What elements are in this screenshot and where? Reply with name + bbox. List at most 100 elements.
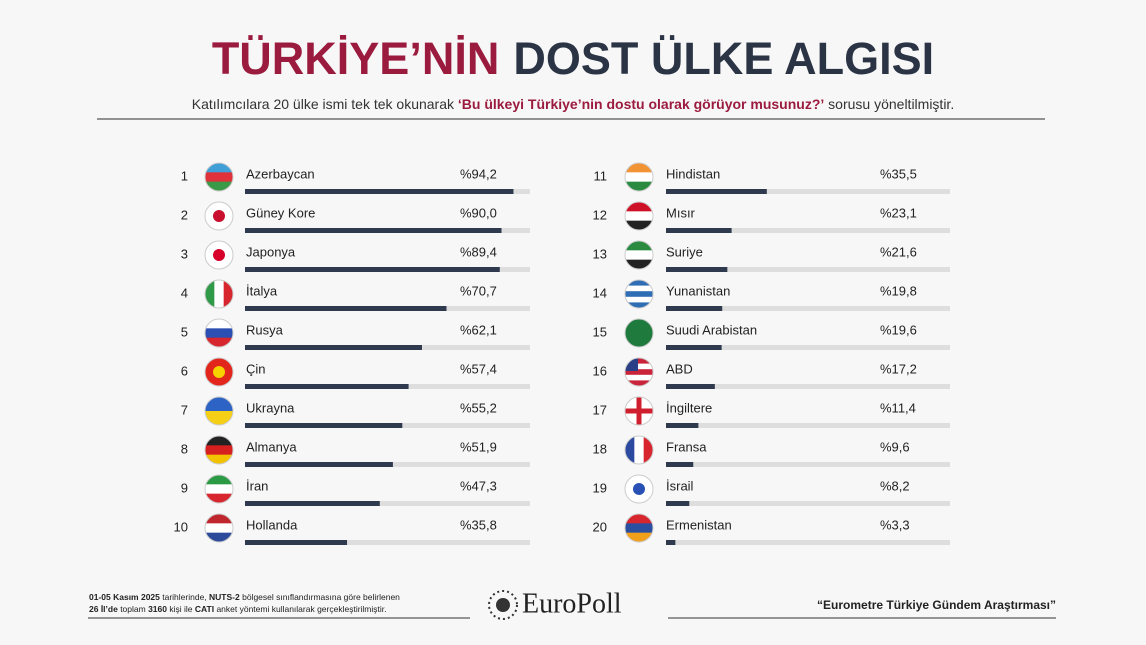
value-label: %23,1 bbox=[880, 205, 917, 220]
row: 1 Azerbaycan %94,2 bbox=[181, 162, 530, 194]
bar bbox=[666, 189, 767, 194]
value-label: %17,2 bbox=[880, 361, 917, 376]
bar-track bbox=[666, 501, 950, 506]
bar bbox=[666, 228, 732, 233]
flag-stripe bbox=[205, 484, 233, 495]
category-label: Mısır bbox=[666, 205, 696, 220]
flag-stripe bbox=[205, 163, 233, 173]
row: 4 İtalya %70,7 bbox=[181, 279, 530, 311]
flag-stripe bbox=[205, 436, 233, 446]
flag-ring bbox=[624, 318, 654, 348]
bar bbox=[245, 306, 447, 311]
subtitle-part: Katılımcılara 20 ülke ismi tek tek okuna… bbox=[192, 96, 458, 112]
footer-note-part: CATI bbox=[195, 604, 214, 614]
flag-stripe bbox=[205, 319, 233, 329]
value-label: %94,2 bbox=[460, 166, 497, 181]
flag-stripe bbox=[625, 380, 653, 386]
bar bbox=[245, 501, 380, 506]
rank: 17 bbox=[593, 402, 607, 417]
flag-stripe bbox=[625, 302, 653, 308]
footer-note-part: NUTS-2 bbox=[209, 592, 240, 602]
flag-stripe bbox=[643, 436, 653, 464]
flag-stripe bbox=[205, 445, 233, 456]
flag-emblem bbox=[633, 483, 645, 495]
flag-ring bbox=[204, 396, 234, 426]
title-part: DOST ÜLKE ALGISI bbox=[513, 33, 934, 84]
category-label: Hindistan bbox=[666, 166, 720, 181]
flag-ring bbox=[204, 513, 234, 543]
flag-ring bbox=[204, 240, 234, 270]
row: 18 Fransa %9,6 bbox=[593, 435, 950, 467]
flag-stripe bbox=[205, 337, 233, 347]
logo-icon bbox=[496, 598, 510, 612]
flag-stripe bbox=[625, 363, 653, 370]
flag-stripe bbox=[205, 454, 233, 464]
flag-stripe bbox=[205, 493, 233, 503]
flag-ring bbox=[624, 396, 654, 426]
footer-note-part: 01-05 Kasım 2025 bbox=[89, 592, 160, 602]
flag-ring bbox=[624, 513, 654, 543]
bar-track bbox=[245, 501, 530, 506]
value-label: %57,4 bbox=[460, 361, 497, 376]
flag bbox=[205, 514, 233, 542]
bar bbox=[666, 462, 694, 467]
flag-stripe bbox=[205, 397, 233, 412]
flag bbox=[205, 241, 233, 269]
row: 13 Suriye %21,6 bbox=[593, 240, 950, 272]
flag-stripe bbox=[625, 241, 653, 251]
bar bbox=[245, 384, 409, 389]
flag-ring bbox=[624, 474, 654, 504]
row: 5 Rusya %62,1 bbox=[181, 318, 530, 350]
bar-track bbox=[666, 423, 950, 428]
flag-ring bbox=[624, 240, 654, 270]
value-label: %89,4 bbox=[460, 244, 497, 259]
flag-emblem bbox=[213, 210, 225, 222]
rank: 5 bbox=[181, 324, 188, 339]
bar bbox=[245, 267, 500, 272]
flag bbox=[625, 163, 653, 191]
flag-emblem bbox=[625, 408, 653, 414]
flag-ring bbox=[624, 279, 654, 309]
flag-ring bbox=[624, 162, 654, 192]
row: 14 Yunanistan %19,8 bbox=[593, 279, 950, 311]
flag-stripe bbox=[625, 296, 653, 303]
category-label: Suudi Arabistan bbox=[666, 322, 757, 337]
flag-stripe bbox=[625, 259, 653, 269]
rank: 2 bbox=[181, 207, 188, 222]
flag bbox=[625, 436, 653, 464]
flag-stripe bbox=[625, 374, 653, 381]
row: 7 Ukrayna %55,2 bbox=[181, 396, 530, 428]
category-label: Ermenistan bbox=[666, 517, 732, 532]
row: 10 Hollanda %35,8 bbox=[174, 513, 530, 545]
flag-ring bbox=[204, 279, 234, 309]
bar-track bbox=[245, 540, 530, 545]
flag-stripe bbox=[205, 181, 233, 191]
bar-track bbox=[666, 345, 950, 350]
source: “Eurometre Türkiye Gündem Araştırması” bbox=[817, 598, 1056, 612]
category-label: Yunanistan bbox=[666, 283, 730, 298]
subtitle-part: sorusu yöneltilmiştir. bbox=[824, 96, 954, 112]
rank: 3 bbox=[181, 246, 188, 261]
category-label: Fransa bbox=[666, 439, 707, 454]
bar-track bbox=[666, 228, 950, 233]
bar bbox=[666, 267, 728, 272]
flag-emblem bbox=[213, 366, 225, 378]
footer-note: 26 İl’de toplam 3160 kişi ile CATI anket… bbox=[89, 604, 387, 614]
flag bbox=[205, 280, 233, 308]
bar-track bbox=[666, 462, 950, 467]
bar bbox=[245, 540, 348, 545]
flag bbox=[205, 202, 233, 230]
value-label: %62,1 bbox=[460, 322, 497, 337]
bar bbox=[245, 423, 403, 428]
rank: 12 bbox=[593, 207, 607, 222]
value-label: %19,6 bbox=[880, 322, 917, 337]
footer-note-part: anket yöntemi kullanılarak gerçekleştiri… bbox=[214, 604, 386, 614]
flag-ring bbox=[624, 201, 654, 231]
value-label: %9,6 bbox=[880, 439, 910, 454]
value-label: %11,4 bbox=[880, 400, 916, 415]
flag-stripe bbox=[214, 280, 225, 308]
flag-stripe bbox=[625, 181, 653, 191]
flag-stripe bbox=[634, 436, 645, 464]
subtitle: Katılımcılara 20 ülke ismi tek tek okuna… bbox=[192, 96, 954, 112]
rank: 9 bbox=[181, 480, 188, 495]
